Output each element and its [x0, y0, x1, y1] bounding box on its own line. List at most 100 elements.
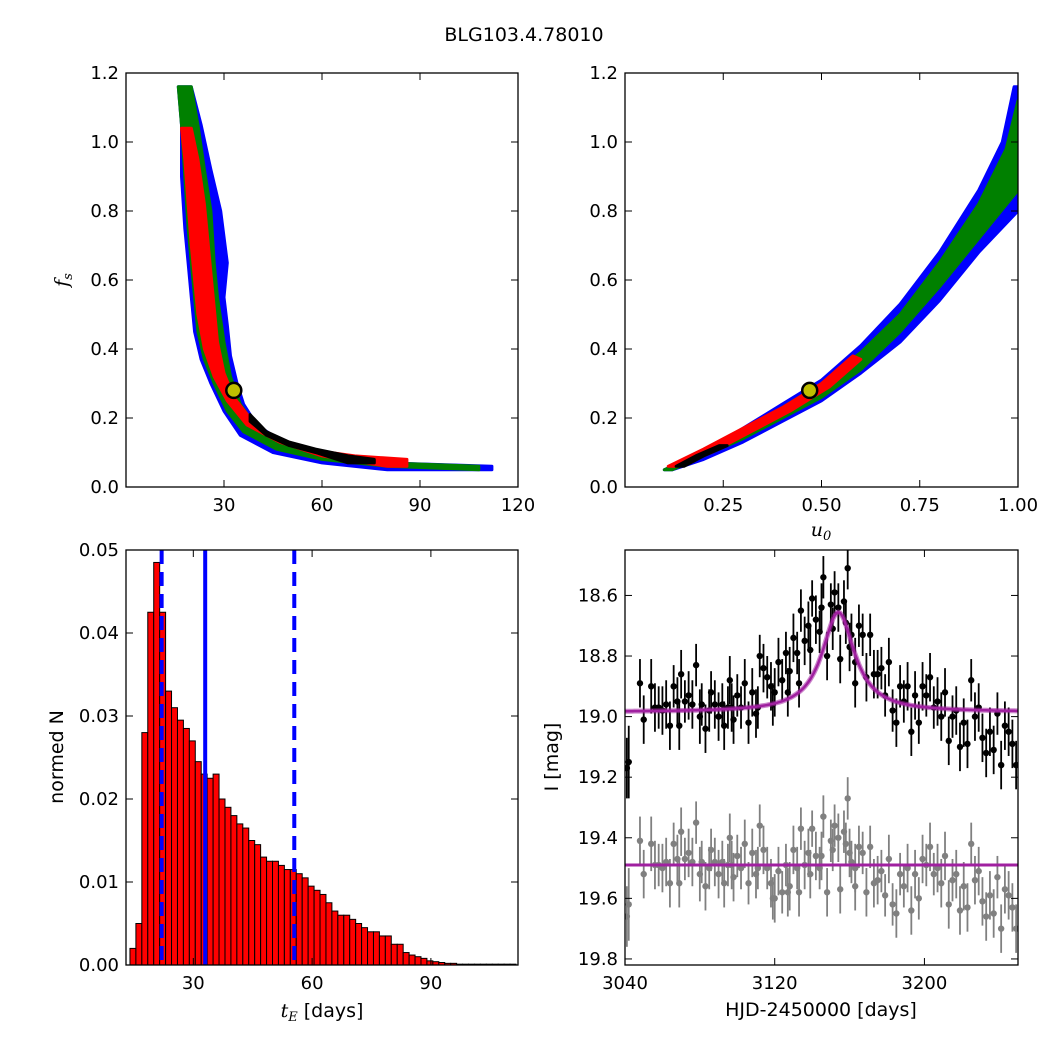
y-tick-label: 1.0: [90, 132, 119, 153]
panel-fs-vs-te-ticks: 30 60 90 120 0.0 0.2 0.4 0.6 0.8 1.0 1.2: [90, 63, 535, 516]
residual-point: [666, 880, 674, 887]
observed-point: [711, 701, 719, 708]
panel-fs-vs-u0-plot-area: [662, 85, 1018, 472]
residual-point: [889, 901, 896, 908]
observed-point: [938, 713, 945, 720]
residual-point: [676, 880, 683, 887]
residual-point: [1005, 892, 1012, 899]
residual-point: [760, 846, 767, 854]
observed-point: [640, 716, 647, 723]
observed-point: [874, 670, 881, 678]
residual-point: [982, 913, 990, 920]
y-tick-label: 0.04: [79, 623, 119, 644]
histogram-bar: [384, 935, 392, 965]
observed-point: [915, 719, 923, 726]
observed-point: [949, 713, 956, 720]
y-tick-label: 0.02: [79, 789, 119, 810]
residual-point: [971, 876, 979, 884]
residual-point: [949, 876, 956, 884]
observed-point: [801, 637, 808, 645]
histogram-bar: [337, 914, 345, 965]
histogram-bar: [230, 815, 238, 965]
histogram-bar: [355, 923, 363, 965]
residual-point: [900, 883, 908, 890]
observed-point: [893, 719, 900, 726]
histogram-bar: [343, 914, 351, 965]
magnitude-axis-label: I [mag]: [541, 723, 563, 792]
observed-point: [636, 680, 644, 687]
observed-point: [720, 722, 728, 729]
observed-point: [676, 722, 683, 729]
residual-point: [670, 840, 677, 848]
observed-point: [779, 677, 786, 684]
residual-point: [968, 840, 975, 848]
residual-point: [855, 843, 863, 851]
observed-point: [982, 749, 990, 757]
x-tick-label: 0.50: [801, 495, 841, 516]
fs-axis-label: fs: [51, 273, 76, 289]
residual-point: [677, 828, 685, 835]
observed-point: [670, 683, 677, 690]
observed-point: [904, 683, 911, 690]
histogram-bar: [402, 952, 410, 965]
panel-light-curve-ticks: 3040 3120 3200 18.6 18.8 19.0 19.2 19.4 19.6 19.8: [578, 550, 1018, 994]
residual-point: [818, 852, 825, 860]
observed-point: [859, 631, 866, 639]
residual-point: [994, 873, 1001, 881]
histogram-bar: [283, 869, 291, 965]
normed-n-axis-label: normed N: [46, 710, 68, 804]
observed-point: [823, 652, 831, 660]
residual-point: [1012, 925, 1018, 932]
x-tick-label: 60: [301, 973, 324, 994]
histogram-bar: [390, 943, 398, 965]
residual-point: [866, 843, 874, 851]
observed-point: [896, 683, 904, 690]
residual-point: [979, 898, 986, 905]
residual-point: [863, 889, 870, 896]
residual-point: [938, 880, 945, 887]
histogram-bar: [396, 943, 404, 965]
observed-point: [889, 707, 896, 714]
histogram-bar: [165, 690, 173, 965]
histogram-bar: [295, 873, 303, 965]
residual-point: [812, 852, 820, 860]
y-tick-label: 0.4: [589, 339, 618, 360]
observed-point: [968, 677, 975, 684]
observed-point: [795, 680, 803, 687]
observed-point: [941, 689, 949, 696]
histogram-bar: [224, 806, 232, 965]
observed-point: [945, 737, 952, 745]
x-tick-label: 30: [213, 495, 236, 516]
observed-point: [775, 658, 782, 666]
fs-axis-label-sub: s: [61, 273, 76, 280]
y-tick-label: 1.2: [589, 63, 618, 84]
residual-point: [823, 889, 831, 896]
histogram-bar: [171, 707, 178, 965]
y-tick-label: 19.6: [578, 888, 618, 909]
histogram-bar: [319, 893, 327, 965]
te-axis-label-unit: [days]: [298, 1000, 364, 1022]
residual-point: [911, 870, 919, 878]
histogram-bar: [147, 611, 155, 965]
observed-point: [790, 634, 797, 642]
residual-point: [685, 849, 692, 857]
y-tick-label: 18.8: [578, 646, 618, 667]
histogram-bar: [236, 823, 244, 965]
residual-point: [878, 867, 885, 875]
best-fit-marker: [225, 381, 243, 400]
residual-point: [908, 907, 915, 914]
y-tick-label: 19.0: [578, 707, 618, 728]
te-axis-label: tE [days]: [281, 1000, 364, 1025]
confidence-region-core: [248, 413, 376, 465]
residual-point: [790, 846, 797, 854]
histogram-bar: [260, 856, 268, 965]
panel-fs-vs-te: 30 60 90 120 0.0 0.2 0.4 0.6 0.8 1.0 1.2 fs: [51, 63, 535, 516]
observed-point: [835, 604, 842, 611]
residual-point: [779, 889, 786, 896]
y-tick-label: 0.00: [79, 955, 119, 976]
panel-te-histogram: 30 60 900.000.010.020.030.040.05 normed N …: [46, 540, 519, 1025]
x-tick-label: 30: [182, 973, 205, 994]
histogram-bar: [349, 918, 357, 965]
observed-point: [956, 743, 964, 751]
residual-point: [915, 895, 923, 902]
